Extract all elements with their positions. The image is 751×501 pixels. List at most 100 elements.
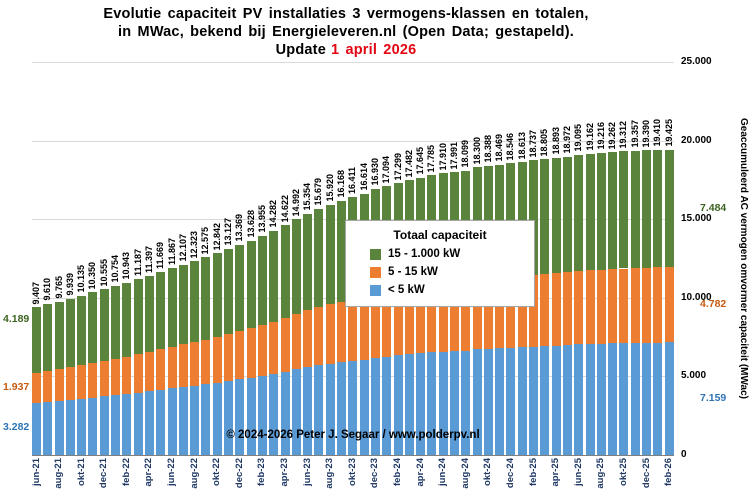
bar-total-label: 18.613 — [516, 131, 527, 160]
bar-segment-15-1000kw — [596, 152, 606, 270]
x-slot: aug-22 — [189, 457, 200, 501]
stacked-bar: 10.350 — [87, 62, 98, 455]
x-slot — [518, 457, 527, 501]
bar-segment-15-1000kw — [630, 150, 640, 268]
bar-segment-15-1000kw — [212, 253, 222, 337]
x-slot — [156, 457, 165, 501]
annotation-first-bar-blue: 3.282 — [3, 421, 30, 433]
bar-total-label: 17.299 — [392, 152, 403, 181]
bar-total-label: 9.407 — [31, 281, 41, 305]
x-slot: apr-25 — [550, 457, 561, 501]
bar-total-label: 12.323 — [189, 230, 200, 259]
bar-segment-5-15kw — [133, 354, 143, 393]
y-tick-label: 0 — [681, 449, 687, 460]
bar-total-label: 16.930 — [369, 158, 380, 186]
x-slot — [360, 457, 369, 501]
bar-total-label: 13.955 — [256, 205, 267, 233]
stacked-bar: 19.390 — [641, 62, 652, 455]
bar-segment-lt-5kw — [325, 363, 335, 455]
bar-segment-15-1000kw — [88, 292, 98, 364]
stacked-bar: 10.135 — [76, 62, 87, 455]
bar-segment-lt-5kw — [416, 353, 426, 455]
y-tick-label: 15.000 — [681, 213, 712, 225]
bar-segment-lt-5kw — [449, 351, 459, 455]
legend-item: < 5 kW — [354, 284, 526, 296]
bar-segment-5-15kw — [314, 306, 324, 366]
x-tick-label: aug-21 — [53, 458, 65, 489]
bar-segment-5-15kw — [449, 282, 459, 352]
bar-segment-5-15kw — [517, 275, 527, 348]
legend-title: Totaal capaciteit — [393, 228, 487, 242]
x-tick-label: okt-21 — [75, 458, 87, 486]
bar-total-label: 19.410 — [652, 119, 663, 147]
bar-total-label: 14.282 — [268, 199, 279, 228]
bar-segment-5-15kw — [99, 360, 109, 397]
x-slot: feb-26 — [663, 457, 674, 501]
x-tick-label: feb-25 — [527, 458, 539, 486]
bar-total-label: 19.162 — [584, 123, 595, 151]
stacked-bar: 13.628 — [246, 62, 256, 455]
x-slot — [653, 457, 662, 501]
bar-segment-15-1000kw — [653, 149, 663, 268]
bar-segment-15-1000kw — [224, 248, 234, 334]
x-tick-label: jun-21 — [30, 458, 42, 486]
bar-segment-15-1000kw — [642, 150, 652, 268]
x-slot: okt-25 — [618, 457, 629, 501]
stacked-bar: 9.407 — [31, 62, 41, 455]
bar-segment-lt-5kw — [619, 343, 629, 455]
bar-segment-5-15kw — [54, 369, 64, 402]
bar-segment-15-1000kw — [190, 261, 200, 343]
x-slot: dec-21 — [98, 457, 110, 501]
bar-segment-lt-5kw — [280, 371, 290, 455]
bar-segment-lt-5kw — [540, 346, 550, 455]
bar-total-label: 18.388 — [482, 135, 493, 163]
bar-segment-lt-5kw — [596, 343, 606, 455]
x-slot: aug-23 — [324, 457, 335, 501]
bar-segment-lt-5kw — [574, 344, 584, 455]
x-slot — [66, 457, 75, 501]
x-tick-label: aug-25 — [595, 458, 607, 489]
bar-segment-5-15kw — [562, 272, 572, 346]
bar-segment-lt-5kw — [348, 360, 358, 455]
x-slot — [134, 457, 143, 501]
stacked-bar: 16.168 — [336, 62, 347, 455]
bar-segment-15-1000kw — [257, 235, 267, 325]
bar-segment-5-15kw — [269, 321, 279, 374]
bar-segment-5-15kw — [65, 367, 75, 401]
legend-swatch-icon — [370, 284, 381, 296]
bar-segment-lt-5kw — [257, 375, 267, 455]
legend-swatch-icon — [370, 266, 381, 278]
x-tick-label: dec-23 — [369, 458, 381, 489]
x-slot — [473, 457, 482, 501]
x-slot: dec-22 — [234, 457, 245, 501]
bar-total-label: 18.893 — [550, 127, 561, 156]
bar-total-label: 16.614 — [358, 163, 369, 191]
stacked-bar: 19.425 — [664, 62, 674, 455]
x-slot — [427, 457, 436, 501]
bar-segment-15-1000kw — [133, 279, 143, 355]
bar-segment-lt-5kw — [551, 345, 561, 455]
x-slot — [314, 457, 323, 501]
bar-total-label: 13.369 — [234, 214, 245, 242]
bar-segment-15-1000kw — [529, 160, 539, 275]
bar-segment-5-15kw — [325, 304, 335, 364]
bar-total-label: 9.765 — [53, 275, 64, 299]
bar-total-label: 9.610 — [42, 278, 53, 301]
bar-segment-lt-5kw — [235, 379, 245, 455]
stacked-bar: 13.369 — [234, 62, 245, 455]
x-slot — [382, 457, 391, 501]
x-slot: aug-24 — [460, 457, 471, 501]
x-slot: okt-23 — [347, 457, 358, 501]
stacked-bar: 9.610 — [42, 62, 53, 455]
bar-total-label: 18.737 — [528, 129, 539, 158]
annotation-last-bar-orange: 4.782 — [700, 298, 727, 310]
bar-segment-5-15kw — [404, 287, 414, 355]
x-tick-label: apr-22 — [143, 458, 155, 487]
stacked-bar: 12.842 — [212, 62, 222, 455]
bar-segment-lt-5kw — [43, 402, 53, 455]
bar-total-label: 17.094 — [381, 155, 392, 184]
bar-segment-lt-5kw — [506, 347, 516, 455]
x-tick-label: dec-21 — [98, 458, 110, 489]
bar-segment-5-15kw — [178, 344, 188, 387]
stacked-bar: 12.575 — [200, 62, 211, 455]
